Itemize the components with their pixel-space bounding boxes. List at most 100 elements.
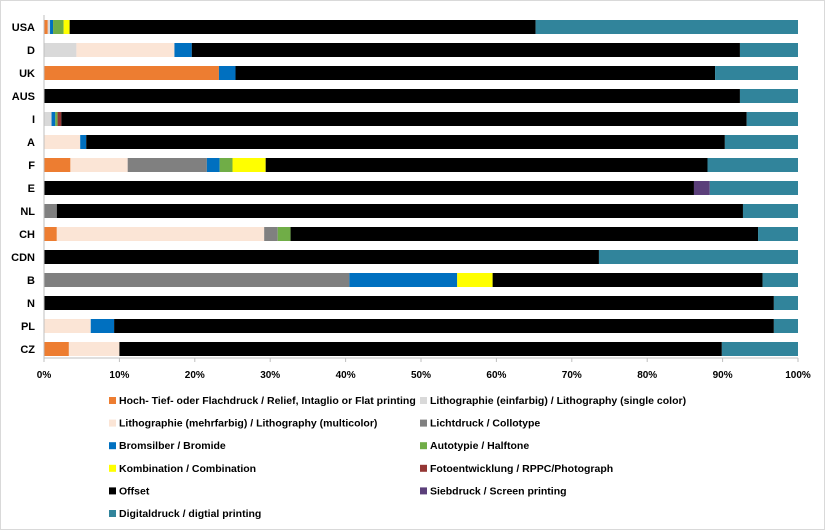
legend-swatch <box>109 419 116 427</box>
legend-item: Digitaldruck / digtial printing <box>109 508 261 520</box>
category-label: CH <box>19 229 35 241</box>
bar-segment-i-5 <box>55 112 58 126</box>
bar-row-b <box>44 273 798 287</box>
bar-segment-n-10 <box>773 296 798 310</box>
bar-row-e <box>44 181 798 195</box>
bar-segment-b-4 <box>349 273 458 287</box>
legend-label: Hoch- Tief- oder Flachdruck / Relief, In… <box>119 395 416 407</box>
bar-segment-b-10 <box>762 273 798 287</box>
bar-row-d <box>44 43 798 57</box>
legend-label: Siebdruck / Screen printing <box>430 485 567 497</box>
legend-label: Offset <box>119 485 150 497</box>
legend-swatch <box>420 464 427 472</box>
legend-item: Hoch- Tief- oder Flachdruck / Relief, In… <box>109 395 416 407</box>
bar-segment-uk-0 <box>44 66 219 80</box>
category-label: CDN <box>11 252 35 264</box>
bar-segment-d-1 <box>44 43 77 57</box>
bar-segment-i-10 <box>746 112 798 126</box>
x-tick-label: 0% <box>37 370 52 381</box>
bar-row-cz <box>44 342 798 356</box>
legend-label: Fotoentwicklung / RPPC/Photograph <box>430 463 613 475</box>
category-label: E <box>28 183 35 195</box>
x-tick-label: 40% <box>336 370 356 381</box>
legend-item: Lichtdruck / Collotype <box>420 418 540 430</box>
bars-layer <box>44 20 798 356</box>
bar-segment-a-10 <box>724 135 798 149</box>
bar-segment-f-2 <box>70 158 128 172</box>
bar-row-aus <box>44 89 798 103</box>
category-label: F <box>28 160 35 172</box>
bar-segment-pl-4 <box>90 319 115 333</box>
legend-label: Digitaldruck / digtial printing <box>119 508 261 520</box>
bar-segment-usa-8 <box>69 20 536 34</box>
bar-segment-pl-8 <box>114 319 774 333</box>
bar-segment-aus-10 <box>739 89 798 103</box>
category-label: AUS <box>12 91 35 103</box>
bar-segment-e-8 <box>44 181 694 195</box>
bar-segment-usa-5 <box>53 20 64 34</box>
category-label: N <box>27 298 35 310</box>
bar-segment-d-8 <box>191 43 740 57</box>
legend-item: Kombination / Combination <box>109 463 256 475</box>
bar-segment-nl-10 <box>742 204 798 218</box>
bar-segment-i-1 <box>44 112 52 126</box>
x-tick-label: 10% <box>109 370 129 381</box>
bar-row-f <box>44 158 798 172</box>
bar-segment-f-6 <box>232 158 266 172</box>
bar-segment-i-7 <box>57 112 62 126</box>
bar-segment-a-8 <box>86 135 725 149</box>
bar-segment-i-8 <box>61 112 747 126</box>
bar-segment-usa-0 <box>44 20 48 34</box>
bar-segment-f-3 <box>127 158 207 172</box>
category-label: CZ <box>20 344 35 356</box>
bar-segment-ch-3 <box>264 227 278 241</box>
legend-swatch <box>420 487 427 495</box>
legend-item: Offset <box>109 485 150 497</box>
bar-row-ch <box>44 227 798 241</box>
bar-segment-a-4 <box>80 135 87 149</box>
category-label: UK <box>19 68 35 80</box>
bar-segment-n-8 <box>44 296 774 310</box>
bar-segment-ch-10 <box>758 227 798 241</box>
bar-segment-f-8 <box>265 158 708 172</box>
x-tick-label: 70% <box>562 370 582 381</box>
legend-swatch <box>420 397 427 404</box>
x-tick-label: 30% <box>260 370 280 381</box>
bar-segment-uk-4 <box>218 66 236 80</box>
bar-segment-cz-10 <box>721 342 798 356</box>
legend-item: Fotoentwicklung / RPPC/Photograph <box>420 463 613 475</box>
bar-segment-ch-8 <box>290 227 759 241</box>
bar-segment-pl-2 <box>44 319 91 333</box>
bar-segment-cdn-10 <box>598 250 798 264</box>
bar-segment-aus-8 <box>44 89 740 103</box>
bar-segment-f-0 <box>44 158 71 172</box>
bar-segment-f-5 <box>219 158 233 172</box>
bar-row-n <box>44 296 798 310</box>
bar-segment-usa-10 <box>535 20 798 34</box>
x-tick-label: 50% <box>411 370 431 381</box>
bar-segment-uk-8 <box>235 66 716 80</box>
x-axis: 0% 10% 20% 30% 40% 50% 60% 70% 80% 90% 100% <box>37 15 811 381</box>
bar-segment-cdn-8 <box>44 250 599 264</box>
bar-row-i <box>44 112 798 126</box>
legend-label: Lichtdruck / Collotype <box>430 418 540 430</box>
bar-segment-e-9 <box>693 181 710 195</box>
legend-label: Lithographie (mehrfarbig) / Lithography … <box>119 418 377 430</box>
bar-row-usa <box>44 20 798 34</box>
bar-segment-ch-5 <box>277 227 291 241</box>
bar-segment-f-4 <box>206 158 220 172</box>
bar-segment-e-10 <box>709 181 798 195</box>
legend-item: Lithographie (mehrfarbig) / Lithography … <box>109 418 377 430</box>
legend-item: Autotypie / Halftone <box>420 440 529 452</box>
legend-item: Bromsilber / Bromide <box>109 440 226 452</box>
legend-label: Autotypie / Halftone <box>430 440 529 452</box>
category-label: NL <box>20 206 35 218</box>
bar-segment-cz-0 <box>44 342 69 356</box>
bar-segment-b-3 <box>44 273 350 287</box>
legend-label: Bromsilber / Bromide <box>119 440 226 452</box>
bar-segment-b-8 <box>492 273 763 287</box>
bar-segment-nl-3 <box>44 204 57 218</box>
bar-segment-ch-0 <box>44 227 57 241</box>
